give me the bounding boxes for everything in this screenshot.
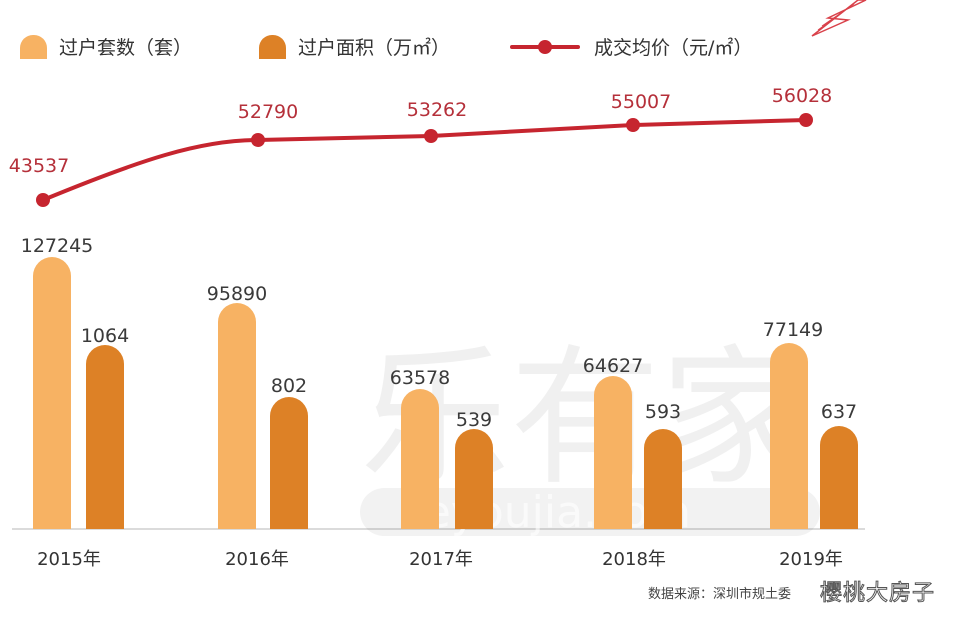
x-tick-2016: 2016年 <box>225 549 289 570</box>
data-source-note: 数据来源：深圳市规土委 <box>648 587 792 602</box>
watermark-url: Leyoujia.com <box>400 487 691 538</box>
label-units-2016: 95890 <box>207 283 267 305</box>
legend-label-units: 过户套数（套） <box>59 37 193 59</box>
label-units-2018: 64627 <box>583 355 643 377</box>
point-price-2018 <box>626 118 640 132</box>
bar-area-2018 <box>644 429 682 529</box>
label-area-2019: 637 <box>821 401 857 423</box>
bar-area-2019 <box>820 426 858 529</box>
label-area-2016: 802 <box>271 375 307 397</box>
legend-item-area: 过户面积（万㎡） <box>259 33 450 60</box>
point-price-2016 <box>251 133 265 147</box>
legend-swatch-price-icon <box>510 35 580 59</box>
series-price-line <box>41 118 808 202</box>
legend-item-units: 过户套数（套） <box>20 33 192 60</box>
legend-swatch-area <box>259 34 286 59</box>
series-price-points <box>36 113 813 207</box>
point-price-2017 <box>424 129 438 143</box>
label-price-2015: 43537 <box>9 155 69 177</box>
x-tick-2019: 2019年 <box>779 549 843 570</box>
overlay-watermark-text: 樱桃大房子 <box>819 581 936 607</box>
label-price-2016: 52790 <box>238 101 298 123</box>
legend-item-price: 成交均价（元/㎡） <box>510 33 752 60</box>
x-tick-2015: 2015年 <box>37 549 101 570</box>
legend-label-price: 成交均价（元/㎡） <box>594 37 753 59</box>
bar-units-2017 <box>401 389 439 529</box>
bar-area-2017 <box>455 429 493 529</box>
label-price-2018: 55007 <box>611 91 671 113</box>
bar-units-2015 <box>33 257 71 529</box>
arrow-decoration-icon <box>811 0 867 37</box>
label-units-2019: 77149 <box>763 319 823 341</box>
legend-swatch-units <box>20 34 47 59</box>
label-area-2017: 539 <box>456 409 492 431</box>
legend-label-area: 过户面积（万㎡） <box>298 37 451 59</box>
x-tick-2018: 2018年 <box>602 549 666 570</box>
x-tick-2017: 2017年 <box>409 549 473 570</box>
bar-units-2019 <box>770 343 808 529</box>
bar-units-2016 <box>218 303 256 529</box>
point-price-2019 <box>799 113 813 127</box>
label-units-2015: 127245 <box>21 235 94 257</box>
series-units-bars <box>33 257 808 529</box>
label-units-2017: 63578 <box>390 367 450 389</box>
bar-area-2015 <box>86 345 124 529</box>
label-area-2018: 593 <box>645 401 681 423</box>
bar-area-2016 <box>270 397 308 529</box>
label-price-2019: 56028 <box>772 85 832 107</box>
label-area-2015: 1064 <box>81 325 129 347</box>
bar-units-2018 <box>594 376 632 529</box>
point-price-2015 <box>36 193 50 207</box>
label-price-2017: 53262 <box>407 99 467 121</box>
series-area-bars <box>86 345 858 529</box>
